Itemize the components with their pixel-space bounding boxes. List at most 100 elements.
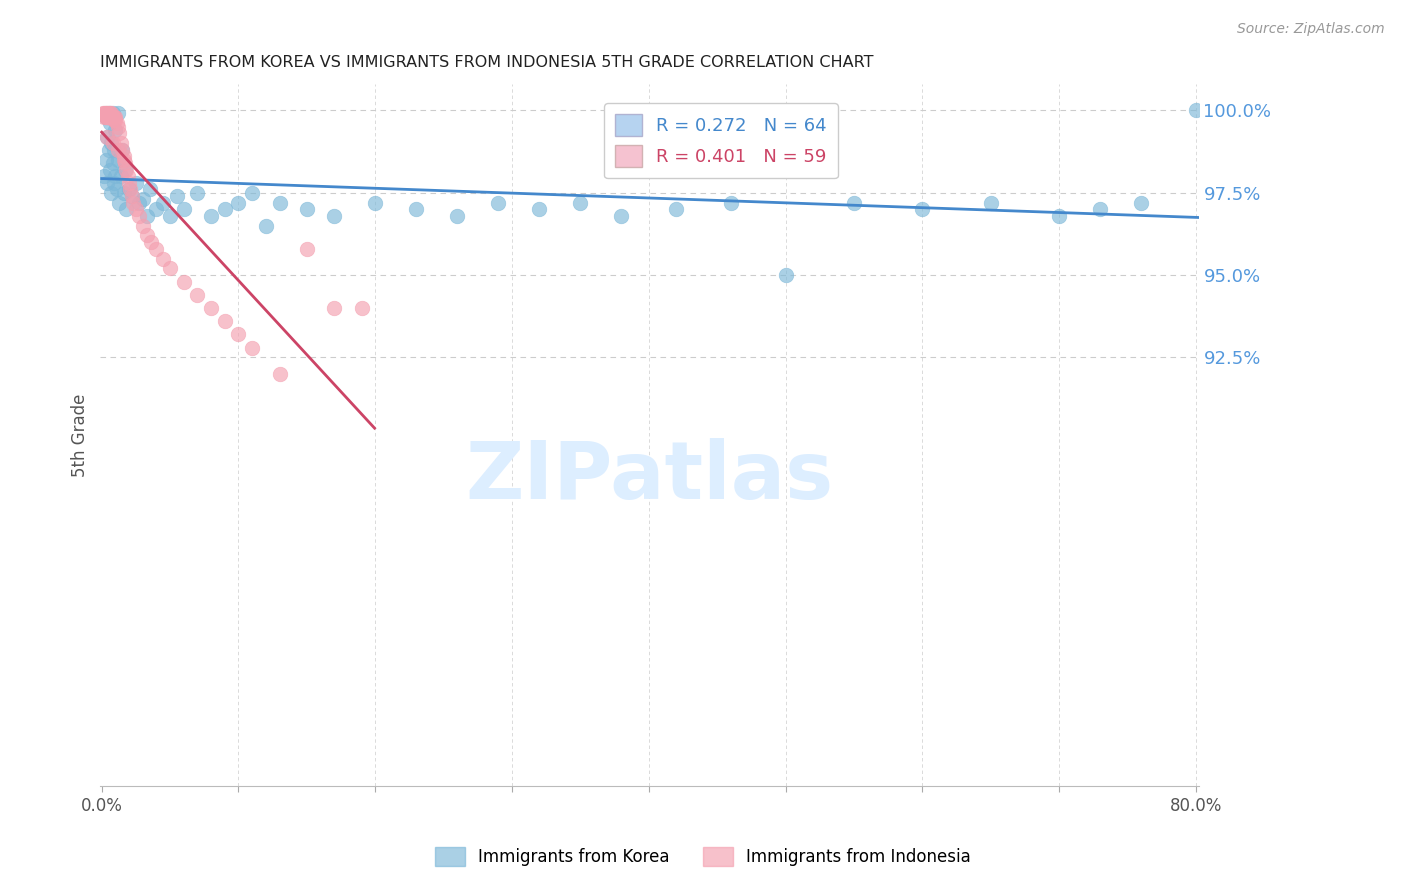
Point (115, 202, 138, 216)
Point (103, 110, 125, 124)
Point (145, 202, 167, 216)
Point (610, 209, 633, 223)
Legend: R = 0.272   N = 64, R = 0.401   N = 59: R = 0.272 N = 64, R = 0.401 N = 59 (605, 103, 838, 178)
Point (97, 106, 120, 120)
Point (200, 209, 222, 223)
Point (94, 106, 117, 120)
Point (104, 123, 127, 137)
Point (323, 209, 346, 223)
Point (173, 202, 195, 216)
Point (94, 106, 117, 120)
Point (135, 209, 157, 223)
Y-axis label: 5th Grade: 5th Grade (72, 393, 89, 476)
Point (125, 202, 148, 216)
Point (110, 136, 132, 150)
Point (240, 186, 263, 200)
Point (120, 182, 142, 196)
Point (100, 106, 122, 120)
Point (112, 153, 135, 167)
Point (97, 110, 120, 124)
Point (152, 252, 174, 266)
Point (569, 195, 592, 210)
Text: ZIPatlas: ZIPatlas (465, 438, 834, 516)
Point (112, 186, 135, 200)
Point (96, 106, 118, 120)
Point (107, 153, 129, 167)
Point (117, 169, 139, 183)
Point (100, 110, 122, 124)
Point (295, 242, 318, 256)
Point (214, 202, 236, 216)
Point (295, 202, 318, 216)
Point (1088, 202, 1111, 216)
Point (228, 195, 250, 210)
Point (112, 149, 135, 163)
Point (107, 106, 129, 120)
Point (98, 106, 121, 120)
Point (132, 192, 155, 206)
Point (111, 143, 134, 157)
Point (128, 195, 150, 210)
Point (1047, 209, 1070, 223)
Point (200, 301, 222, 315)
Point (135, 228, 157, 243)
Point (405, 202, 427, 216)
Point (138, 182, 160, 196)
Point (93, 110, 115, 124)
Point (152, 195, 174, 210)
Point (105, 116, 128, 130)
Point (842, 195, 865, 210)
Point (107, 143, 129, 157)
Point (96, 129, 118, 144)
Point (103, 176, 125, 190)
Point (529, 202, 551, 216)
Legend: Immigrants from Korea, Immigrants from Indonesia: Immigrants from Korea, Immigrants from I… (429, 840, 977, 873)
Point (98, 162, 121, 177)
Point (269, 195, 291, 210)
Point (486, 195, 509, 210)
Point (93, 169, 115, 183)
Point (240, 341, 263, 355)
Point (103, 113, 125, 128)
Point (101, 110, 124, 124)
Point (911, 202, 934, 216)
Point (101, 106, 124, 120)
Point (98, 116, 121, 130)
Point (107, 120, 129, 134)
Point (97, 143, 120, 157)
Point (114, 156, 136, 170)
Point (350, 301, 373, 315)
Point (110, 169, 132, 183)
Point (121, 189, 143, 203)
Point (166, 189, 188, 203)
Point (139, 235, 162, 249)
Point (103, 143, 125, 157)
Point (323, 301, 346, 315)
Point (105, 182, 128, 196)
Point (101, 156, 124, 170)
Point (104, 169, 127, 183)
Point (980, 195, 1002, 210)
Point (91, 106, 114, 120)
Point (104, 113, 127, 128)
Point (97, 106, 120, 120)
Point (125, 176, 148, 190)
Point (186, 288, 208, 302)
Point (118, 182, 141, 196)
Point (100, 110, 122, 124)
Point (228, 327, 250, 342)
Point (104, 110, 127, 124)
Point (186, 186, 208, 200)
Point (101, 110, 124, 124)
Point (1130, 195, 1153, 210)
Point (97, 110, 120, 124)
Point (364, 195, 387, 210)
Point (93, 106, 115, 120)
Point (214, 314, 236, 328)
Point (96, 129, 118, 144)
Point (132, 219, 155, 233)
Point (720, 195, 742, 210)
Point (122, 195, 145, 210)
Point (98, 110, 121, 124)
Point (173, 275, 195, 289)
